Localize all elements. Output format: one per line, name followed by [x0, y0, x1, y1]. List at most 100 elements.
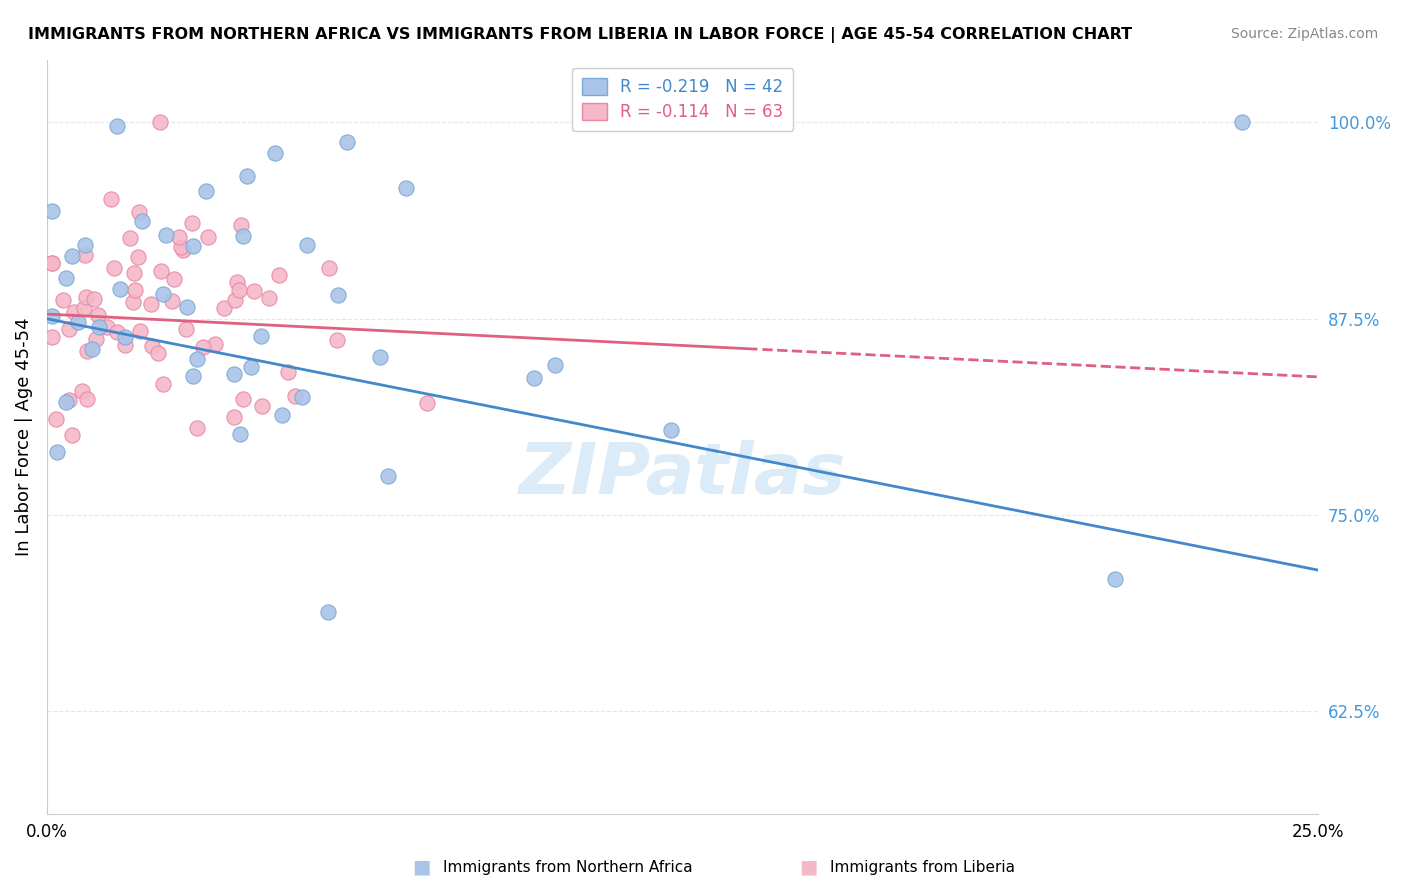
Point — [60, 249, 83, 263]
Text: Immigrants from Northern Africa: Immigrants from Northern Africa — [443, 861, 693, 875]
Point — [181, 368, 204, 383]
Point — [41, 330, 63, 344]
Point — [181, 239, 204, 253]
Point — [228, 283, 250, 297]
Point — [204, 337, 226, 351]
Point — [377, 469, 399, 483]
Text: ZIPatlas: ZIPatlas — [519, 440, 846, 508]
Point — [212, 301, 235, 315]
Point — [295, 238, 318, 252]
Point — [76, 343, 98, 358]
Point — [73, 248, 96, 262]
Point — [100, 192, 122, 206]
Point — [127, 250, 149, 264]
Point — [176, 300, 198, 314]
Point — [231, 228, 253, 243]
Point — [76, 392, 98, 406]
Point — [67, 315, 90, 329]
Point — [70, 384, 93, 399]
Point — [291, 390, 314, 404]
Point — [73, 301, 96, 315]
Point — [60, 428, 83, 442]
Point — [124, 284, 146, 298]
Point — [55, 394, 77, 409]
Point — [41, 255, 63, 269]
Point — [75, 290, 97, 304]
Y-axis label: In Labor Force | Age 45-54: In Labor Force | Age 45-54 — [15, 318, 32, 556]
Point — [139, 297, 162, 311]
Point — [122, 294, 145, 309]
Point — [114, 337, 136, 351]
Point — [163, 272, 186, 286]
Point — [368, 350, 391, 364]
Point — [149, 115, 172, 129]
Point — [149, 264, 172, 278]
Point — [318, 260, 340, 275]
Point — [45, 411, 67, 425]
Point — [63, 305, 86, 319]
Point — [55, 270, 77, 285]
Point — [73, 238, 96, 252]
Point — [250, 399, 273, 413]
Point — [232, 392, 254, 407]
Point — [124, 266, 146, 280]
Point — [103, 260, 125, 275]
Point — [326, 287, 349, 301]
Point — [160, 293, 183, 308]
Point — [186, 352, 208, 367]
Point — [222, 409, 245, 424]
Point — [1104, 572, 1126, 586]
Point — [84, 333, 107, 347]
Legend: R = -0.219   N = 42, R = -0.114   N = 63: R = -0.219 N = 42, R = -0.114 N = 63 — [572, 68, 793, 131]
Point — [395, 181, 418, 195]
Point — [172, 243, 194, 257]
Text: ■: ■ — [412, 857, 432, 876]
Point — [58, 321, 80, 335]
Point — [41, 256, 63, 270]
Point — [152, 376, 174, 391]
Point — [41, 309, 63, 323]
Point — [249, 329, 271, 343]
Text: ■: ■ — [799, 857, 818, 876]
Point — [105, 325, 128, 339]
Point — [1230, 115, 1253, 129]
Point — [86, 308, 108, 322]
Point — [284, 389, 307, 403]
Point — [225, 275, 247, 289]
Point — [416, 396, 439, 410]
Point — [186, 421, 208, 435]
Point — [128, 204, 150, 219]
Point — [114, 330, 136, 344]
Point — [229, 426, 252, 441]
Point — [131, 214, 153, 228]
Point — [277, 365, 299, 379]
Point — [141, 339, 163, 353]
Point — [58, 392, 80, 407]
Point — [80, 342, 103, 356]
Point — [544, 358, 567, 372]
Point — [236, 169, 259, 183]
Point — [336, 136, 359, 150]
Point — [257, 291, 280, 305]
Point — [169, 240, 191, 254]
Point — [193, 340, 215, 354]
Point — [197, 229, 219, 244]
Text: Immigrants from Liberia: Immigrants from Liberia — [830, 861, 1015, 875]
Point — [120, 231, 142, 245]
Point — [108, 282, 131, 296]
Point — [83, 292, 105, 306]
Point — [222, 368, 245, 382]
Point — [264, 145, 287, 160]
Point — [523, 371, 546, 385]
Point — [52, 293, 75, 307]
Point — [155, 227, 177, 242]
Point — [231, 218, 253, 232]
Point — [45, 445, 67, 459]
Point — [240, 360, 263, 375]
Point — [180, 216, 202, 230]
Point — [105, 119, 128, 133]
Text: Source: ZipAtlas.com: Source: ZipAtlas.com — [1230, 27, 1378, 41]
Text: IMMIGRANTS FROM NORTHERN AFRICA VS IMMIGRANTS FROM LIBERIA IN LABOR FORCE | AGE : IMMIGRANTS FROM NORTHERN AFRICA VS IMMIG… — [28, 27, 1132, 43]
Point — [659, 423, 682, 437]
Point — [224, 293, 246, 307]
